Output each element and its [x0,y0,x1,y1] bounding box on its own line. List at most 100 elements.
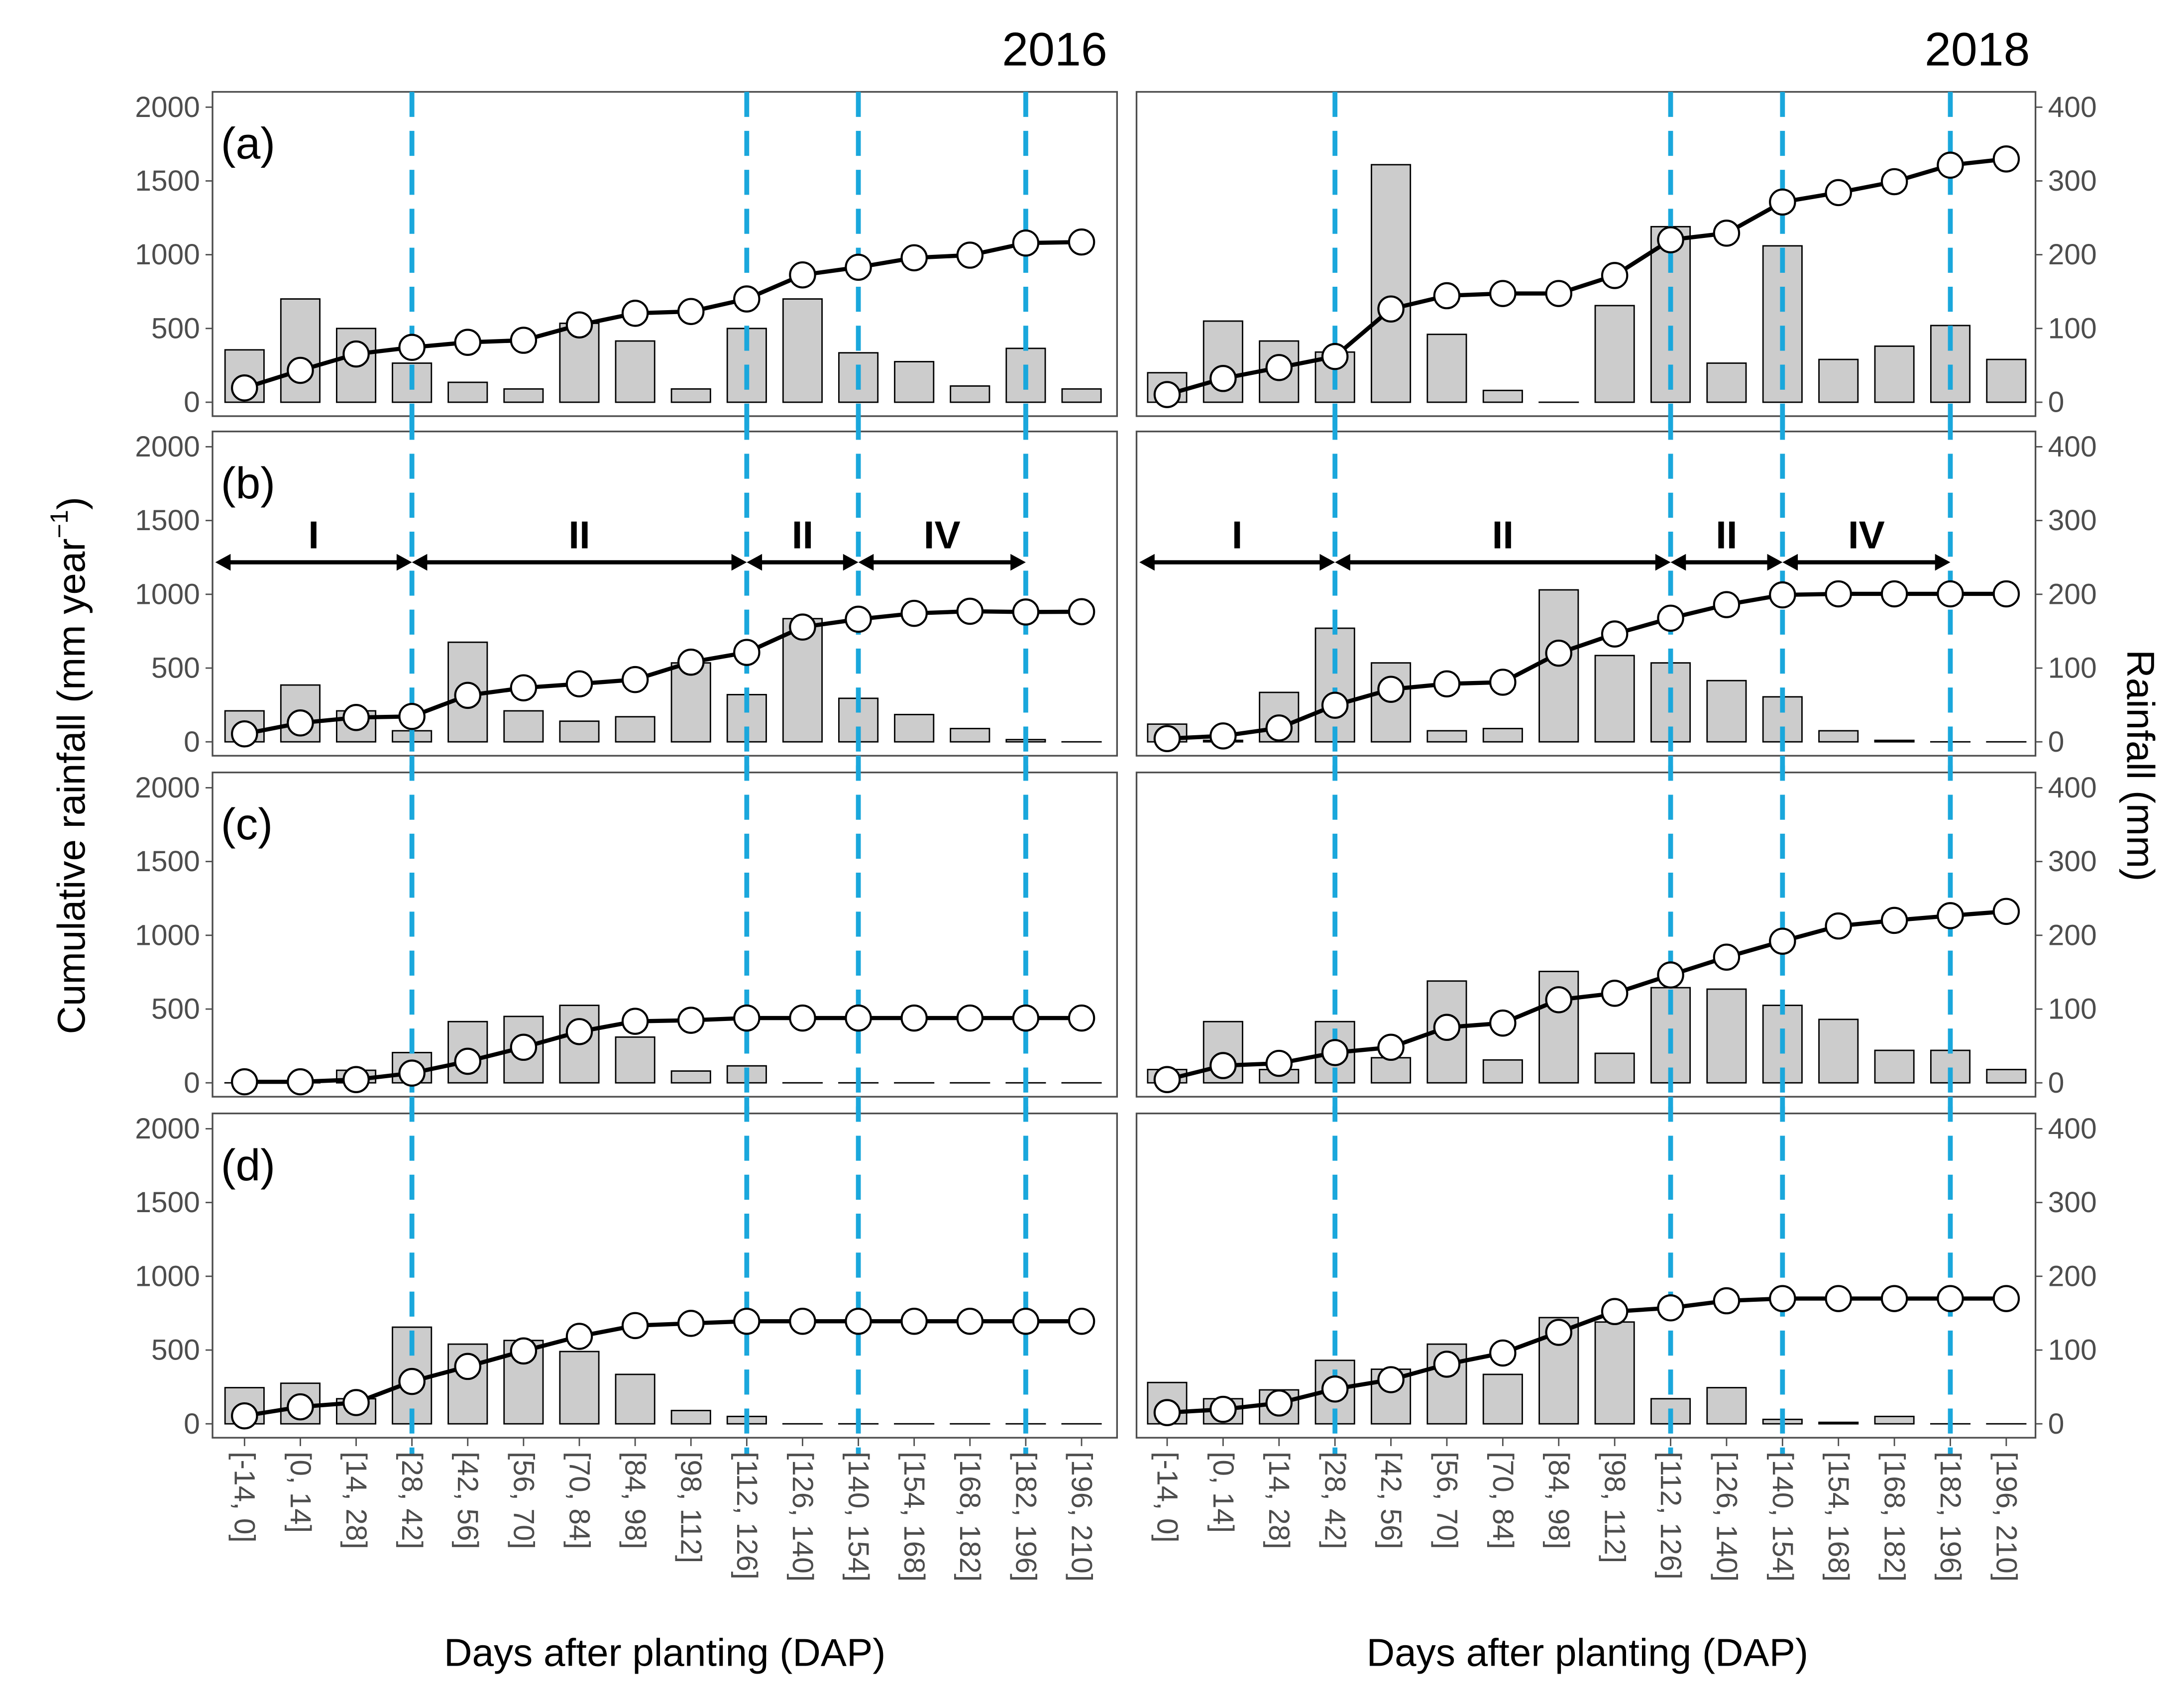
rainfall-bar [503,388,544,403]
x-tick-label: [84, 98] [619,1452,652,1549]
y-tick-label-left: 500 [151,652,200,684]
rainfall-bar [1482,728,1523,743]
x-tick-label: [42, 56] [1375,1452,1407,1549]
cumulative-point [1601,980,1629,1007]
cumulative-point [1209,1052,1237,1079]
rainfall-bar [1594,305,1635,403]
cumulative-point [845,1307,872,1335]
cumulative-point [1545,639,1573,667]
cumulative-point [1489,280,1517,307]
x-tick-label: [126, 140] [1710,1452,1743,1582]
x-tick-label: [98, 112] [1599,1452,1631,1563]
phase-label: II [568,513,590,557]
cumulative-point [677,298,705,326]
cumulative-point [1068,598,1095,626]
panel-d-2018: 0 100 200 300 400 [-14, 0] [0, 14] [14, 28] [28,… [1135,1097,2097,1582]
cumulative-point [342,1066,370,1093]
arrowhead-right-icon [1767,554,1783,571]
cumulative-point [1433,670,1461,698]
arrowhead-right-icon [1319,554,1335,571]
cumulative-point [900,599,928,627]
y-tick-label-left: 2000 [135,1113,200,1145]
arrowhead-left-icon [412,554,428,571]
x-tick-label: [14, 28] [1263,1452,1295,1549]
cumulative-point [789,613,816,641]
y-tick-label-left: 1000 [135,238,200,271]
y-tick-label-left: 2000 [135,772,200,804]
cumulative-point [1713,220,1741,247]
cumulative-point [510,327,538,354]
rainfall-bar [1005,347,1046,403]
cumulative-point [845,1004,872,1032]
cumulative-point [1209,722,1237,750]
panel-frame [1135,1113,2037,1439]
rainfall-bar [503,710,544,743]
y-tick-label-right: 200 [2048,919,2097,951]
arrowhead-left-icon [858,554,874,571]
rainfall-bar [894,713,935,743]
rainfall-bar [1594,1321,1635,1425]
rainfall-bar [1061,388,1102,403]
cumulative-point [621,666,649,693]
panel-c-2016: 0 500 1000 1500 2000 (c) [135,756,1118,1114]
cumulative-point [1713,943,1741,971]
x-tick-label: [140, 154] [842,1452,874,1582]
y-tick-label-left: 500 [151,993,200,1025]
cumulative-point [1489,1339,1517,1367]
y-tick-label-right: 200 [2048,578,2097,610]
cumulative-point [1489,669,1517,696]
cumulative-point [1377,1033,1405,1061]
cumulative-point [1265,1049,1293,1077]
cumulative-point [733,1004,761,1032]
rainfall-bar [1426,730,1467,743]
cumulative-point [1880,1285,1908,1312]
rainfall-bar [615,716,655,743]
cumulative-point [1769,927,1796,955]
cumulative-line [1167,1296,2006,1415]
y-axis-title-left: Cumulative rainfall (mm year−1) [45,497,93,1034]
arrowhead-right-icon [396,554,412,571]
cumulative-point [1937,151,1964,179]
x-tick-label: [168, 182] [954,1452,986,1582]
cumulative-point [1321,691,1349,719]
y-tick-label-right: 400 [2048,91,2097,123]
cumulative-point [454,1353,482,1380]
x-tick-label: [-14, 0] [228,1452,261,1543]
rainfall-bar [1706,679,1747,743]
rainfall-bar [1818,730,1859,743]
cumulative-point [1153,1399,1181,1426]
x-tick-label: [140, 154] [1766,1452,1799,1582]
cumulative-point [565,311,593,339]
rainfall-bar [1706,988,1747,1084]
x-tick-label: [126, 140] [786,1452,819,1582]
y-tick-label-right: 100 [2048,993,2097,1025]
rainfall-bar [1594,655,1635,743]
year-label-2016: 2016 [1002,23,1107,76]
y-tick-label-left: 1000 [135,1260,200,1292]
cumulative-point [342,340,370,368]
arrowhead-left-icon [1670,554,1686,571]
cumulative-line [1167,591,2006,741]
cumulative-point [1713,591,1741,618]
cumulative-point [900,1004,928,1032]
rainfall-bar [1874,1415,1915,1425]
x-tick-label: [168, 182] [1878,1452,1911,1582]
rainfall-bar [1426,1343,1467,1425]
x-tick-label: [-14, 0] [1151,1452,1183,1543]
cumulative-point [287,356,314,384]
panel-label: (b) [221,458,275,508]
x-tick-label: [0, 14] [1207,1452,1239,1533]
cumulative-point [621,1312,649,1340]
panel-c-2018: 0 100 200 300 400 [1135,756,2097,1114]
arrowhead-right-icon [1010,554,1026,571]
y-tick-label-left: 1000 [135,919,200,951]
y-tick-label-left: 0 [184,386,200,419]
y-tick-label-left: 1500 [135,504,200,537]
cumulative-point [454,681,482,709]
rainfall-bar [615,1373,655,1425]
cumulative-point [1545,986,1573,1014]
cumulative-point [845,605,872,633]
panel-a-2016: 0 500 1000 1500 2000 (a) [135,91,1118,433]
y-tick-label-right: 200 [2048,238,2097,271]
